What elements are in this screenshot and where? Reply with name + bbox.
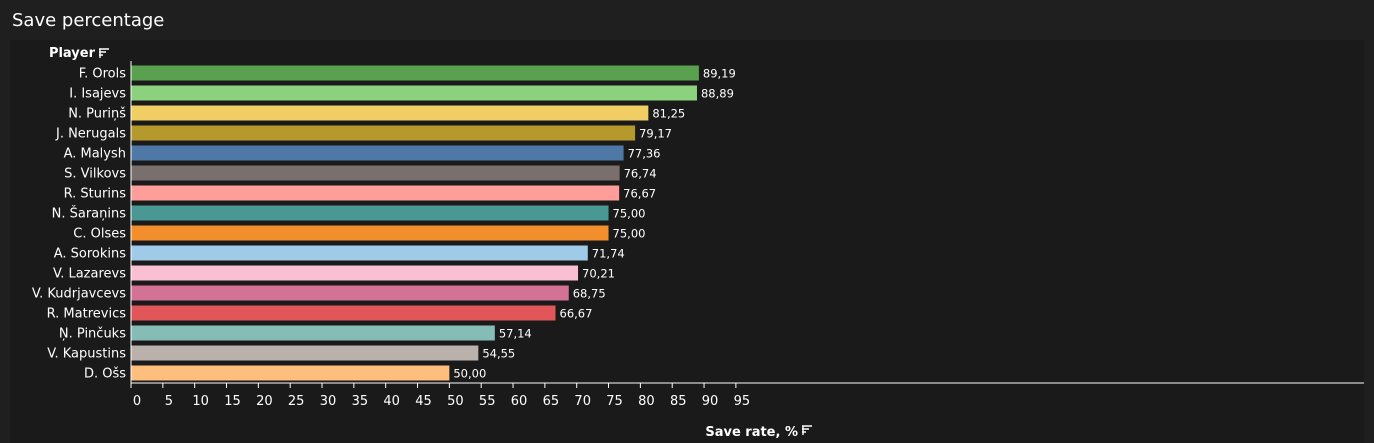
bar (131, 105, 649, 121)
value-label: 71,74 (592, 247, 625, 261)
value-label: 70,21 (582, 267, 615, 281)
category-label: D. Ošs (84, 367, 126, 382)
value-label: 50,00 (453, 367, 486, 381)
x-tick-label: 0 (133, 394, 141, 409)
x-tick-label: 30 (320, 394, 337, 409)
x-axis-title: Save rate, % (705, 425, 798, 440)
x-tick-label: 15 (224, 394, 241, 409)
bar (131, 305, 556, 321)
x-tick-label: 95 (734, 394, 751, 409)
value-label: 76,74 (624, 167, 657, 181)
value-label: 76,67 (623, 187, 656, 201)
category-label: R. Matrevics (47, 307, 127, 322)
x-tick-label: 5 (165, 394, 173, 409)
category-label: I. Isajevs (69, 87, 126, 102)
category-label: Ņ. Pinčuks (59, 327, 126, 342)
bar (131, 145, 624, 161)
value-label: 75,00 (613, 207, 646, 221)
x-tick-label: 25 (288, 394, 305, 409)
value-label: 75,00 (613, 227, 646, 241)
bar (131, 345, 479, 361)
x-tick-label: 50 (447, 394, 464, 409)
category-label: N. Šaraņins (52, 206, 127, 222)
category-label: N. Puriņš (68, 107, 126, 122)
bar (131, 65, 699, 81)
chart-title: Save percentage (12, 10, 165, 31)
value-label: 79,17 (639, 127, 672, 141)
category-label: J. Nerugals (55, 127, 126, 142)
bar (131, 245, 588, 261)
value-label: 66,67 (560, 307, 593, 321)
sort-icon (99, 48, 109, 58)
category-label: V. Lazarevs (53, 267, 126, 282)
x-tick-label: 60 (511, 394, 528, 409)
category-label: S. Vilkovs (64, 167, 126, 182)
bar (131, 125, 636, 141)
bar (131, 225, 609, 241)
x-tick-label: 55 (479, 394, 496, 409)
x-tick-label: 65 (543, 394, 560, 409)
value-label: 88,89 (701, 87, 734, 101)
bar (131, 85, 697, 101)
x-tick-label: 35 (352, 394, 369, 409)
value-label: 57,14 (499, 327, 532, 341)
y-axis-title: Player (49, 46, 96, 61)
bar (131, 265, 579, 281)
x-tick-label: 80 (638, 394, 655, 409)
bar (131, 365, 450, 381)
bar (131, 285, 569, 301)
value-label: 89,19 (703, 67, 736, 81)
value-label: 81,25 (652, 107, 685, 121)
bar (131, 185, 620, 201)
category-label: F. Orols (79, 67, 127, 82)
value-label: 77,36 (628, 147, 661, 161)
category-label: R. Sturins (64, 187, 127, 202)
bar (131, 205, 609, 221)
x-tick-label: 75 (606, 394, 623, 409)
x-tick-label: 45 (415, 394, 432, 409)
x-tick-label: 85 (670, 394, 687, 409)
category-label: A. Malysh (64, 147, 126, 162)
x-tick-label: 90 (702, 394, 719, 409)
category-label: C. Olses (73, 227, 126, 242)
x-tick-label: 40 (383, 394, 400, 409)
category-label: V. Kudrjavcevs (32, 287, 126, 302)
x-tick-label: 70 (574, 394, 591, 409)
bar (131, 165, 620, 181)
sort-icon (802, 425, 812, 435)
value-label: 54,55 (482, 347, 515, 361)
bar (131, 325, 495, 341)
category-label: A. Sorokins (54, 247, 127, 262)
value-label: 68,75 (573, 287, 606, 301)
category-label: V. Kapustins (47, 347, 126, 362)
x-tick-label: 10 (192, 394, 209, 409)
x-tick-label: 20 (256, 394, 273, 409)
